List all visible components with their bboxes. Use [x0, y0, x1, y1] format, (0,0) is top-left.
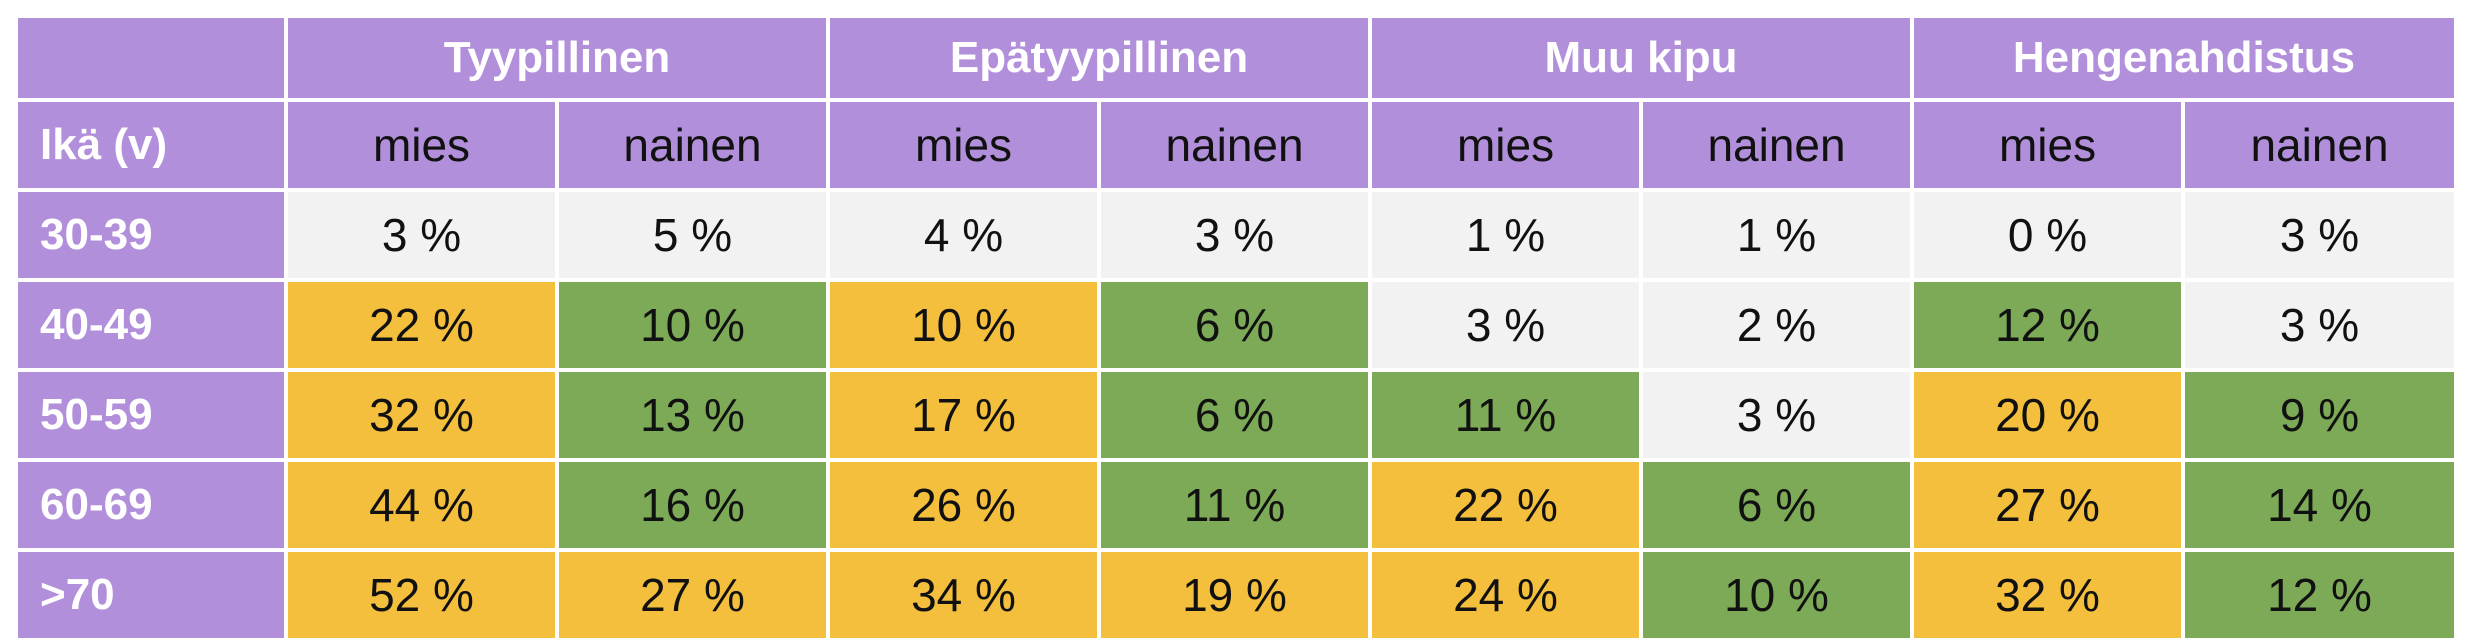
age-group-cell: 50-59: [14, 368, 288, 462]
data-cell: 5 %: [555, 188, 830, 282]
data-cell: 19 %: [1096, 548, 1373, 642]
group-header-row: Tyypillinen Epätyypillinen Muu kipu Heng…: [14, 14, 2459, 102]
data-cell: 3 %: [1639, 368, 1915, 462]
subheader-cell: mies: [826, 98, 1101, 192]
data-cell: 34 %: [826, 548, 1101, 642]
data-cell: 6 %: [1639, 458, 1915, 552]
subheader-cell: nainen: [1096, 98, 1373, 192]
data-cell: 52 %: [284, 548, 559, 642]
data-cell: 10 %: [555, 278, 830, 372]
subheader-cell: nainen: [2181, 98, 2459, 192]
sex-header-row: Ikä (v) mies nainen mies nainen mies nai…: [14, 98, 2459, 192]
subheader-cell: mies: [1910, 98, 2186, 192]
data-cell: 1 %: [1368, 188, 1644, 282]
age-group-cell: 30-39: [14, 188, 288, 282]
data-cell: 1 %: [1639, 188, 1915, 282]
group-header-tyypillinen: Tyypillinen: [284, 14, 830, 102]
data-cell: 22 %: [284, 278, 559, 372]
data-cell: 12 %: [1910, 278, 2186, 372]
corner-cell: [14, 14, 288, 102]
prevalence-table-container: Tyypillinen Epätyypillinen Muu kipu Heng…: [14, 14, 2459, 642]
data-cell: 32 %: [284, 368, 559, 462]
data-cell: 17 %: [826, 368, 1101, 462]
data-cell: 14 %: [2181, 458, 2459, 552]
data-cell: 12 %: [2181, 548, 2459, 642]
subheader-cell: nainen: [555, 98, 830, 192]
data-cell: 32 %: [1910, 548, 2186, 642]
group-header-muu-kipu: Muu kipu: [1368, 14, 1915, 102]
age-group-cell: 40-49: [14, 278, 288, 372]
data-cell: 10 %: [1639, 548, 1915, 642]
data-cell: 22 %: [1368, 458, 1644, 552]
data-cell: 20 %: [1910, 368, 2186, 462]
data-cell: 26 %: [826, 458, 1101, 552]
data-cell: 4 %: [826, 188, 1101, 282]
data-cell: 0 %: [1910, 188, 2186, 282]
group-header-epatyypillinen: Epätyypillinen: [825, 14, 1373, 102]
data-cell: 27 %: [1910, 458, 2186, 552]
subheader-cell: nainen: [1639, 98, 1915, 192]
data-cell: 27 %: [555, 548, 830, 642]
data-cell: 3 %: [2181, 278, 2459, 372]
group-header-hengenahdistus: Hengenahdistus: [1910, 14, 2459, 102]
data-cell: 3 %: [1368, 278, 1644, 372]
data-cell: 3 %: [284, 188, 559, 282]
data-cell: 24 %: [1368, 548, 1644, 642]
subheader-cell: mies: [1368, 98, 1644, 192]
data-cell: 16 %: [555, 458, 830, 552]
age-column-header: Ikä (v): [14, 98, 288, 192]
age-group-cell: >70: [14, 548, 288, 642]
data-cell: 6 %: [1096, 368, 1373, 462]
table-row: >70 52 % 27 % 34 % 19 % 24 % 10 % 32 % 1…: [14, 548, 2459, 642]
table-row: 60-69 44 % 16 % 26 % 11 % 22 % 6 % 27 % …: [14, 458, 2459, 552]
age-group-cell: 60-69: [14, 458, 288, 552]
prevalence-table: Tyypillinen Epätyypillinen Muu kipu Heng…: [14, 14, 2459, 642]
data-cell: 13 %: [555, 368, 830, 462]
table-row: 40-49 22 % 10 % 10 % 6 % 3 % 2 % 12 % 3 …: [14, 278, 2459, 372]
data-cell: 6 %: [1096, 278, 1373, 372]
data-cell: 2 %: [1639, 278, 1915, 372]
data-cell: 10 %: [826, 278, 1101, 372]
data-cell: 11 %: [1368, 368, 1644, 462]
table-row: 50-59 32 % 13 % 17 % 6 % 11 % 3 % 20 % 9…: [14, 368, 2459, 462]
table-row: 30-39 3 % 5 % 4 % 3 % 1 % 1 % 0 % 3 %: [14, 188, 2459, 282]
data-cell: 9 %: [2181, 368, 2459, 462]
data-cell: 3 %: [2181, 188, 2459, 282]
data-cell: 44 %: [284, 458, 559, 552]
data-cell: 3 %: [1096, 188, 1373, 282]
data-cell: 11 %: [1096, 458, 1373, 552]
subheader-cell: mies: [284, 98, 559, 192]
